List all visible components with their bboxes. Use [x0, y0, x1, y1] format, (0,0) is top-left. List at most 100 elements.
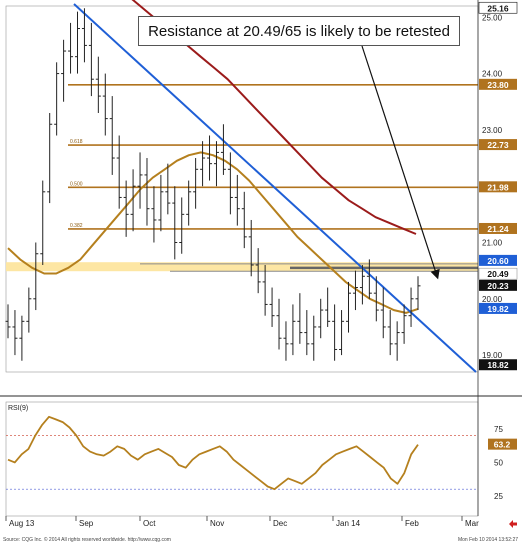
- price-bar: [283, 321, 289, 361]
- price-bar: [346, 281, 352, 333]
- price-bar: [359, 265, 365, 305]
- trendline-layer: [73, 3, 477, 373]
- price-bar: [47, 112, 53, 204]
- price-value-label-bg: [479, 359, 517, 371]
- price-bar: [165, 163, 171, 215]
- price-bar: [12, 310, 18, 356]
- price-bar: [193, 158, 199, 209]
- price-bar: [116, 135, 122, 209]
- x-tick-label: Mar: [465, 519, 479, 528]
- price-bar: [200, 141, 206, 187]
- price-bar: [172, 186, 178, 260]
- price-value-label: 23.80: [479, 78, 517, 90]
- price-bar: [311, 315, 317, 361]
- x-tick-label: Dec: [273, 519, 287, 528]
- price-value-label-bg: [478, 267, 518, 280]
- price-value-label-text: 21.24: [487, 224, 509, 234]
- annotation-arrow: [361, 45, 440, 280]
- price-bar: [415, 276, 421, 311]
- price-bar: [220, 124, 226, 175]
- price-bar: [290, 304, 296, 356]
- annotation-callout: Resistance at 20.49/65 is likely to be r…: [138, 16, 460, 46]
- price-bar: [123, 180, 129, 237]
- price-bar: [144, 158, 150, 226]
- price-bar: [248, 219, 254, 277]
- price-bar: [102, 73, 108, 136]
- footer-source: Source: CQG Inc. © 2014 All rights reser…: [3, 537, 171, 543]
- fib-ratio-label: 0.500: [70, 181, 83, 187]
- price-bar: [339, 310, 345, 356]
- price-value-label: 21.98: [479, 181, 517, 193]
- price-value-label-text: 20.60: [487, 256, 509, 266]
- price-bar: [276, 298, 282, 350]
- price-value-label-text: 19.82: [487, 304, 509, 314]
- x-tick-label: Feb: [405, 519, 419, 528]
- x-tick-label: Oct: [143, 519, 156, 528]
- price-value-label: 25.16: [478, 1, 518, 14]
- price-bar: [352, 270, 358, 311]
- price-bar: [234, 174, 240, 226]
- price-value-label: 19.82: [479, 302, 517, 314]
- price-bar: [366, 259, 372, 299]
- price-bar: [179, 197, 185, 254]
- resistance-band-layer: [6, 262, 478, 272]
- rsi-tick-label: 75: [494, 425, 503, 434]
- price-bar: [19, 315, 25, 361]
- price-value-label-text: 21.98: [487, 182, 509, 192]
- price-value-label-bg: [479, 279, 517, 291]
- price-value-label: 21.24: [479, 222, 517, 234]
- price-bar: [158, 174, 164, 232]
- price-bar: [262, 265, 268, 316]
- price-bar: [61, 39, 67, 102]
- price-bar: [401, 304, 407, 344]
- y-tick-label: 21.00: [482, 238, 503, 247]
- price-bar: [213, 141, 219, 187]
- price-bar: [40, 180, 46, 266]
- rsi-value-label-bg: [488, 438, 517, 450]
- price-value-label-text: 18.82: [487, 360, 509, 370]
- x-tick-label: Nov: [210, 519, 224, 528]
- x-tick-label: Jan 14: [336, 519, 361, 528]
- price-value-label: 20.49: [478, 267, 518, 280]
- short-moving-average-layer: [7, 151, 419, 314]
- price-value-label: 20.23: [479, 279, 517, 291]
- price-bar: [387, 310, 393, 356]
- y-tick-label: 19.00: [482, 351, 503, 360]
- price-bar: [269, 287, 275, 327]
- price-bars-layer: [5, 8, 421, 361]
- price-value-label-text: 20.49: [487, 269, 509, 279]
- price-bar: [109, 96, 115, 175]
- arrow-left-icon[interactable]: [508, 519, 518, 529]
- price-bar: [54, 62, 60, 136]
- price-bar: [137, 152, 143, 209]
- price-bar: [227, 152, 233, 215]
- price-labels-layer: 25.16 23.80 22.73 21.98 21.24 20.60 20.49 20.23…: [478, 1, 518, 450]
- price-bar: [394, 321, 400, 361]
- price-bar: [255, 248, 261, 294]
- rsi-panel-layer: RSI(9): [6, 405, 478, 491]
- price-bar: [186, 180, 192, 226]
- price-bar: [5, 304, 11, 339]
- price-value-label-text: 23.80: [487, 80, 509, 90]
- price-bar: [33, 242, 39, 311]
- price-value-label-bg: [479, 78, 517, 90]
- price-bar: [74, 11, 80, 74]
- price-bar: [297, 293, 303, 344]
- price-bar: [88, 22, 94, 97]
- price-bar: [332, 304, 338, 361]
- price-value-label-text: 20.23: [487, 281, 509, 291]
- price-value-label-text: 22.73: [487, 140, 509, 150]
- price-bar: [207, 135, 213, 181]
- y-tick-label: 24.00: [482, 70, 503, 79]
- price-value-label-bg: [479, 181, 517, 193]
- price-value-label-bg: [479, 222, 517, 234]
- fib-ratio-label: 0.382: [70, 223, 83, 229]
- rsi-title: RSI(9): [8, 405, 28, 412]
- price-value-label-bg: [478, 1, 518, 14]
- x-tick-label: Aug 13: [9, 519, 35, 528]
- price-value-label-text: 25.16: [487, 3, 509, 13]
- y-tick-label: 25.00: [482, 13, 503, 22]
- price-bar: [95, 56, 101, 113]
- price-bar: [373, 276, 379, 322]
